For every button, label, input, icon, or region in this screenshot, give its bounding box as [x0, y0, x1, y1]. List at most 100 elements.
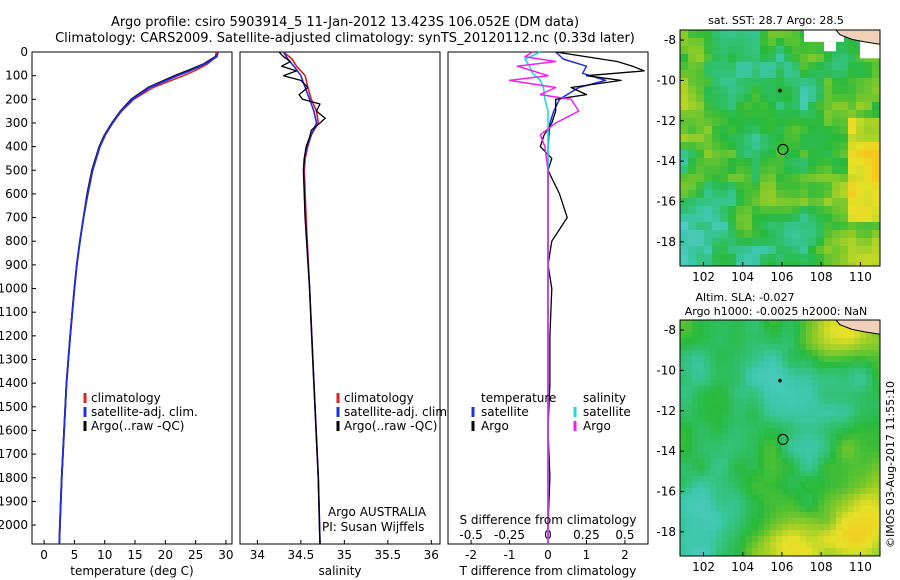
map-cell: [830, 338, 837, 345]
map-cell: [788, 326, 795, 333]
map-cell: [832, 158, 841, 167]
map-cell: [764, 500, 771, 507]
map-cell: [734, 416, 741, 423]
map-cell: [866, 494, 873, 501]
map-cell: [878, 422, 880, 429]
map-cell: [698, 542, 705, 549]
map-cell: [740, 398, 747, 405]
map-cell: [800, 70, 809, 79]
map-cell: [856, 174, 865, 183]
map-cell: [776, 206, 785, 215]
map-cell: [712, 230, 721, 239]
map-cell: [744, 254, 753, 263]
map-cell: [818, 404, 825, 411]
map-cell: [728, 422, 735, 429]
map-cell: [782, 482, 789, 489]
map-cell: [842, 458, 849, 465]
map-cell: [860, 332, 867, 339]
map-cell: [794, 326, 801, 333]
map-cell: [776, 386, 783, 393]
map-cell: [728, 134, 737, 143]
map-cell: [768, 254, 777, 263]
map-cell: [848, 392, 855, 399]
map-cell: [688, 246, 697, 255]
map-cell: [710, 476, 717, 483]
map-cell: [740, 350, 747, 357]
map-cell: [686, 392, 693, 399]
map-cell: [686, 458, 693, 465]
map-cell: [758, 470, 765, 477]
map-cell: [704, 446, 711, 453]
map-cell: [800, 548, 807, 555]
map-cell: [854, 470, 861, 477]
map-cell: [746, 518, 753, 525]
map-cell: [736, 214, 745, 223]
map-cell: [704, 30, 713, 39]
map-cell: [794, 386, 801, 393]
map-cell: [840, 54, 849, 63]
map-cell: [848, 142, 857, 151]
map-cell: [752, 512, 759, 519]
map-cell: [830, 374, 837, 381]
map-cell: [764, 488, 771, 495]
map-cell: [866, 500, 873, 507]
map-cell: [740, 344, 747, 351]
map-cell: [824, 174, 833, 183]
map-cell: [770, 392, 777, 399]
map-cell: [746, 482, 753, 489]
map-cell: [770, 464, 777, 471]
map-cell: [704, 404, 711, 411]
map-cell: [688, 214, 697, 223]
map-cell: [812, 416, 819, 423]
map-cell: [686, 338, 693, 345]
map-cell: [712, 166, 721, 175]
longitude-tick-label: 104: [731, 270, 754, 284]
map-cell: [744, 78, 753, 87]
map-cell: [866, 368, 873, 375]
map-cell: [812, 398, 819, 405]
map-cell: [736, 46, 745, 55]
map-cell: [848, 254, 857, 263]
map-cell: [736, 222, 745, 231]
map-cell: [812, 338, 819, 345]
map-cell: [818, 410, 825, 417]
map-cell: [808, 46, 817, 55]
temperature-tick-label: 25: [188, 548, 203, 562]
map-cell: [722, 476, 729, 483]
s-difference-tick-label: -0.25: [494, 528, 525, 542]
map-cell: [832, 198, 841, 207]
map-cell: [842, 392, 849, 399]
map-cell: [760, 102, 769, 111]
map-cell: [744, 126, 753, 135]
map-cell: [710, 362, 717, 369]
map-cell: [842, 452, 849, 459]
map-cell: [744, 206, 753, 215]
map-cell: [866, 356, 873, 363]
map-cell: [686, 554, 693, 556]
map-cell: [696, 70, 705, 79]
map-cell: [698, 362, 705, 369]
map-cell: [776, 392, 783, 399]
map-cell: [746, 422, 753, 429]
map-cell: [806, 362, 813, 369]
map-cell: [764, 446, 771, 453]
map-cell: [792, 150, 801, 159]
map-cell: [824, 392, 831, 399]
map-cell: [712, 150, 721, 159]
map-cell: [740, 548, 747, 555]
map-cell: [764, 506, 771, 513]
map-cell: [776, 238, 785, 247]
map-cell: [776, 380, 783, 387]
map-cell: [832, 118, 841, 127]
map-cell: [792, 262, 801, 266]
map-cell: [698, 500, 705, 507]
map-cell: [832, 110, 841, 119]
map-cell: [878, 362, 880, 369]
map-cell: [824, 338, 831, 345]
map-cell: [848, 166, 857, 175]
map-cell: [808, 94, 817, 103]
map-cell: [746, 506, 753, 513]
map-cell: [722, 434, 729, 441]
map-cell: [688, 78, 697, 87]
map-cell: [680, 102, 689, 111]
